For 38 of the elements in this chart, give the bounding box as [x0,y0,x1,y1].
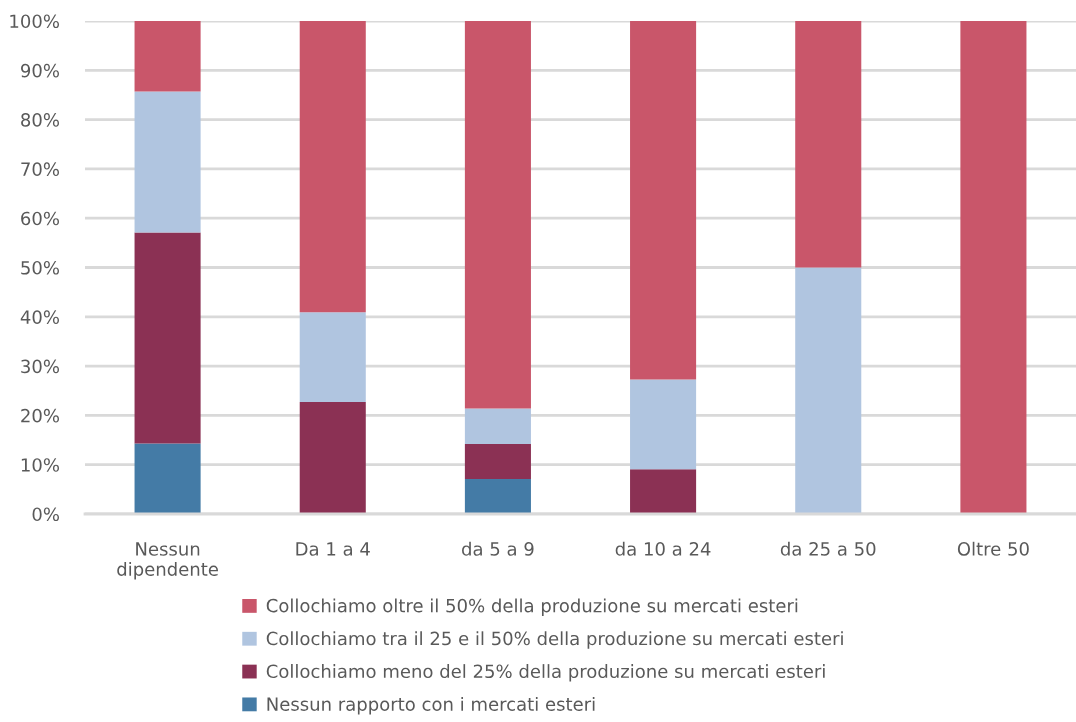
x-tick-label: Nessun dipendente [117,542,218,580]
bar [299,402,366,514]
y-tick-label: 70% [21,162,59,177]
x-tick-label: da 25 a 50 [780,541,876,556]
bar [134,91,201,233]
x-tick-label: da 5 a 9 [462,541,534,556]
bar [464,443,531,479]
legend-label: Nessun rapporto con i mercati esteri [267,696,595,715]
bar [630,21,697,380]
bar [299,312,366,403]
y-tick-label: 100% [10,14,59,29]
y-tick-label: 80% [21,113,59,127]
y-tick-label: 0% [32,507,59,522]
y-tick-label: 50% [21,260,59,275]
bar [630,379,697,470]
y-tick-label: 60% [21,211,59,226]
x-tick-label: Oltre 50 [957,541,1029,556]
y-tick-label: 10% [21,458,59,472]
bar [134,21,201,92]
x-tick-label: Da 1 a 4 [296,542,370,556]
bar [630,469,697,514]
legend-label: Collochiamo meno del 25% della produzione su mercati esteri [266,664,825,682]
bar [795,21,862,268]
bar [795,267,862,514]
y-tick-label: 20% [21,408,59,423]
legend-label: Collochiamo oltre il 50% della produzione su mercati esteri [266,598,798,616]
y-tick-label: 40% [20,310,59,324]
bar [464,408,531,444]
bar [134,443,201,514]
bar [464,479,531,514]
y-tick-label: 30% [21,359,59,374]
bar [464,21,531,409]
bar [299,21,366,313]
y-tick-label: 90% [21,63,59,78]
bar [134,232,201,444]
legend-label: Collochiamo tra il 25 e il 50% della produzione su mercati esteri [266,631,843,649]
x-tick-label: da 10 a 24 [615,541,711,556]
bar [960,21,1027,514]
